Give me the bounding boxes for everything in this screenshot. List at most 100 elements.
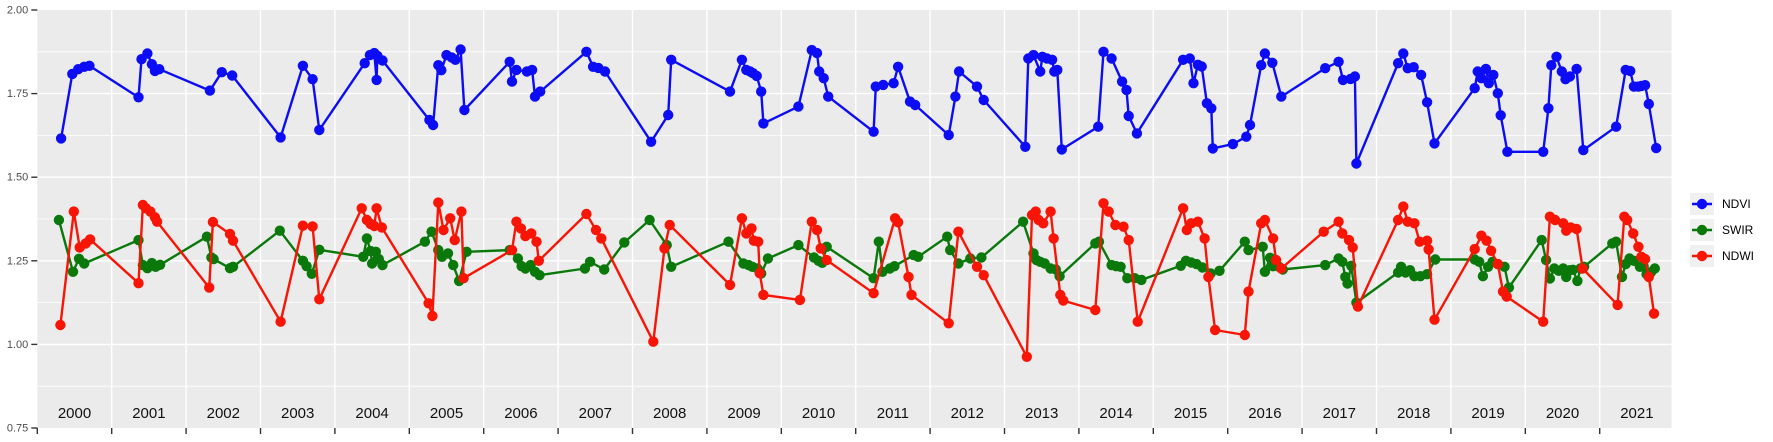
data-point (1333, 56, 1344, 67)
data-point (216, 67, 227, 78)
data-point (1564, 71, 1576, 82)
data-point (504, 56, 515, 67)
data-point (1628, 228, 1639, 239)
data-point (506, 76, 518, 87)
data-point (1098, 198, 1109, 209)
data-point (438, 224, 449, 236)
x-tick-label: 2005 (430, 405, 463, 422)
data-point (455, 44, 466, 55)
data-point (1352, 301, 1364, 312)
data-point (1480, 63, 1492, 75)
y-tick-label: 2.00 (7, 5, 28, 17)
x-tick-label: 2009 (727, 405, 760, 422)
x-tick-label: 2008 (653, 405, 686, 422)
legend-glyph (1692, 250, 1712, 262)
data-point (978, 270, 989, 281)
legend-label-ndwi: NDWI (1722, 249, 1754, 263)
data-point (1488, 69, 1499, 81)
data-point (1536, 234, 1547, 246)
data-point (450, 54, 461, 65)
data-point (1030, 206, 1041, 217)
data-point (1196, 61, 1207, 72)
data-point (1333, 216, 1344, 227)
data-point (377, 55, 388, 66)
data-point (84, 234, 96, 245)
data-point (1572, 275, 1583, 287)
data-point (456, 206, 467, 217)
data-point (888, 78, 899, 89)
data-point (821, 254, 832, 266)
data-point (1244, 119, 1256, 131)
legend-key-swir-icon (1690, 219, 1714, 241)
data-point (84, 60, 95, 71)
legend-label-ndvi: NDVI (1722, 197, 1751, 211)
data-point (811, 47, 823, 59)
data-point (1639, 80, 1651, 91)
data-point (815, 243, 826, 254)
data-point (1045, 206, 1056, 217)
data-point (1028, 49, 1039, 61)
y-tick-label: 1.00 (7, 339, 28, 351)
data-point (1408, 61, 1419, 73)
data-point (204, 282, 215, 293)
data-point (307, 221, 318, 232)
data-point (301, 261, 312, 272)
data-point (1123, 110, 1134, 122)
data-point (426, 226, 437, 237)
data-point (1123, 234, 1134, 246)
data-point (1337, 228, 1348, 239)
data-point (314, 124, 325, 136)
data-point (151, 216, 163, 227)
data-point (1392, 58, 1404, 69)
data-point (1052, 64, 1063, 76)
data-point (746, 223, 757, 234)
data-point (1035, 66, 1046, 77)
data-point (751, 70, 762, 82)
x-tick-label: 2006 (504, 405, 537, 422)
data-point (868, 288, 879, 299)
data-point (724, 86, 736, 97)
data-point (1020, 141, 1031, 152)
data-point (68, 206, 80, 217)
data-point (1349, 71, 1361, 82)
data-point (1103, 206, 1114, 217)
data-point (659, 243, 670, 254)
data-point (943, 129, 954, 141)
data-point (1477, 271, 1489, 282)
data-point (873, 236, 884, 247)
data-point (1474, 256, 1485, 267)
data-point (943, 318, 954, 329)
data-point (1214, 265, 1225, 276)
data-point (358, 251, 369, 262)
data-point (1227, 138, 1239, 150)
data-point (811, 224, 823, 236)
data-point (133, 92, 144, 103)
data-point (953, 226, 964, 237)
x-tick-label: 2012 (951, 405, 984, 422)
data-point (1485, 245, 1497, 256)
data-point (818, 73, 829, 84)
data-point (1115, 261, 1126, 272)
data-point (1188, 78, 1199, 89)
data-point (1469, 83, 1480, 94)
data-point (756, 86, 767, 97)
legend-glyph (1692, 224, 1712, 236)
data-point (436, 65, 447, 76)
data-point (1177, 203, 1189, 214)
data-point (1093, 121, 1104, 132)
x-tick-label: 2018 (1397, 405, 1430, 422)
data-point (1320, 259, 1331, 271)
data-point (79, 258, 90, 269)
data-point (448, 259, 459, 271)
data-point (1538, 146, 1549, 157)
data-point (533, 255, 544, 266)
data-point (1048, 233, 1059, 244)
data-point (314, 294, 325, 305)
data-point (511, 64, 522, 76)
data-point (724, 279, 736, 291)
data-point (442, 248, 454, 259)
data-point (1118, 221, 1129, 232)
data-point (359, 58, 370, 69)
x-tick-label: 2019 (1471, 405, 1504, 422)
